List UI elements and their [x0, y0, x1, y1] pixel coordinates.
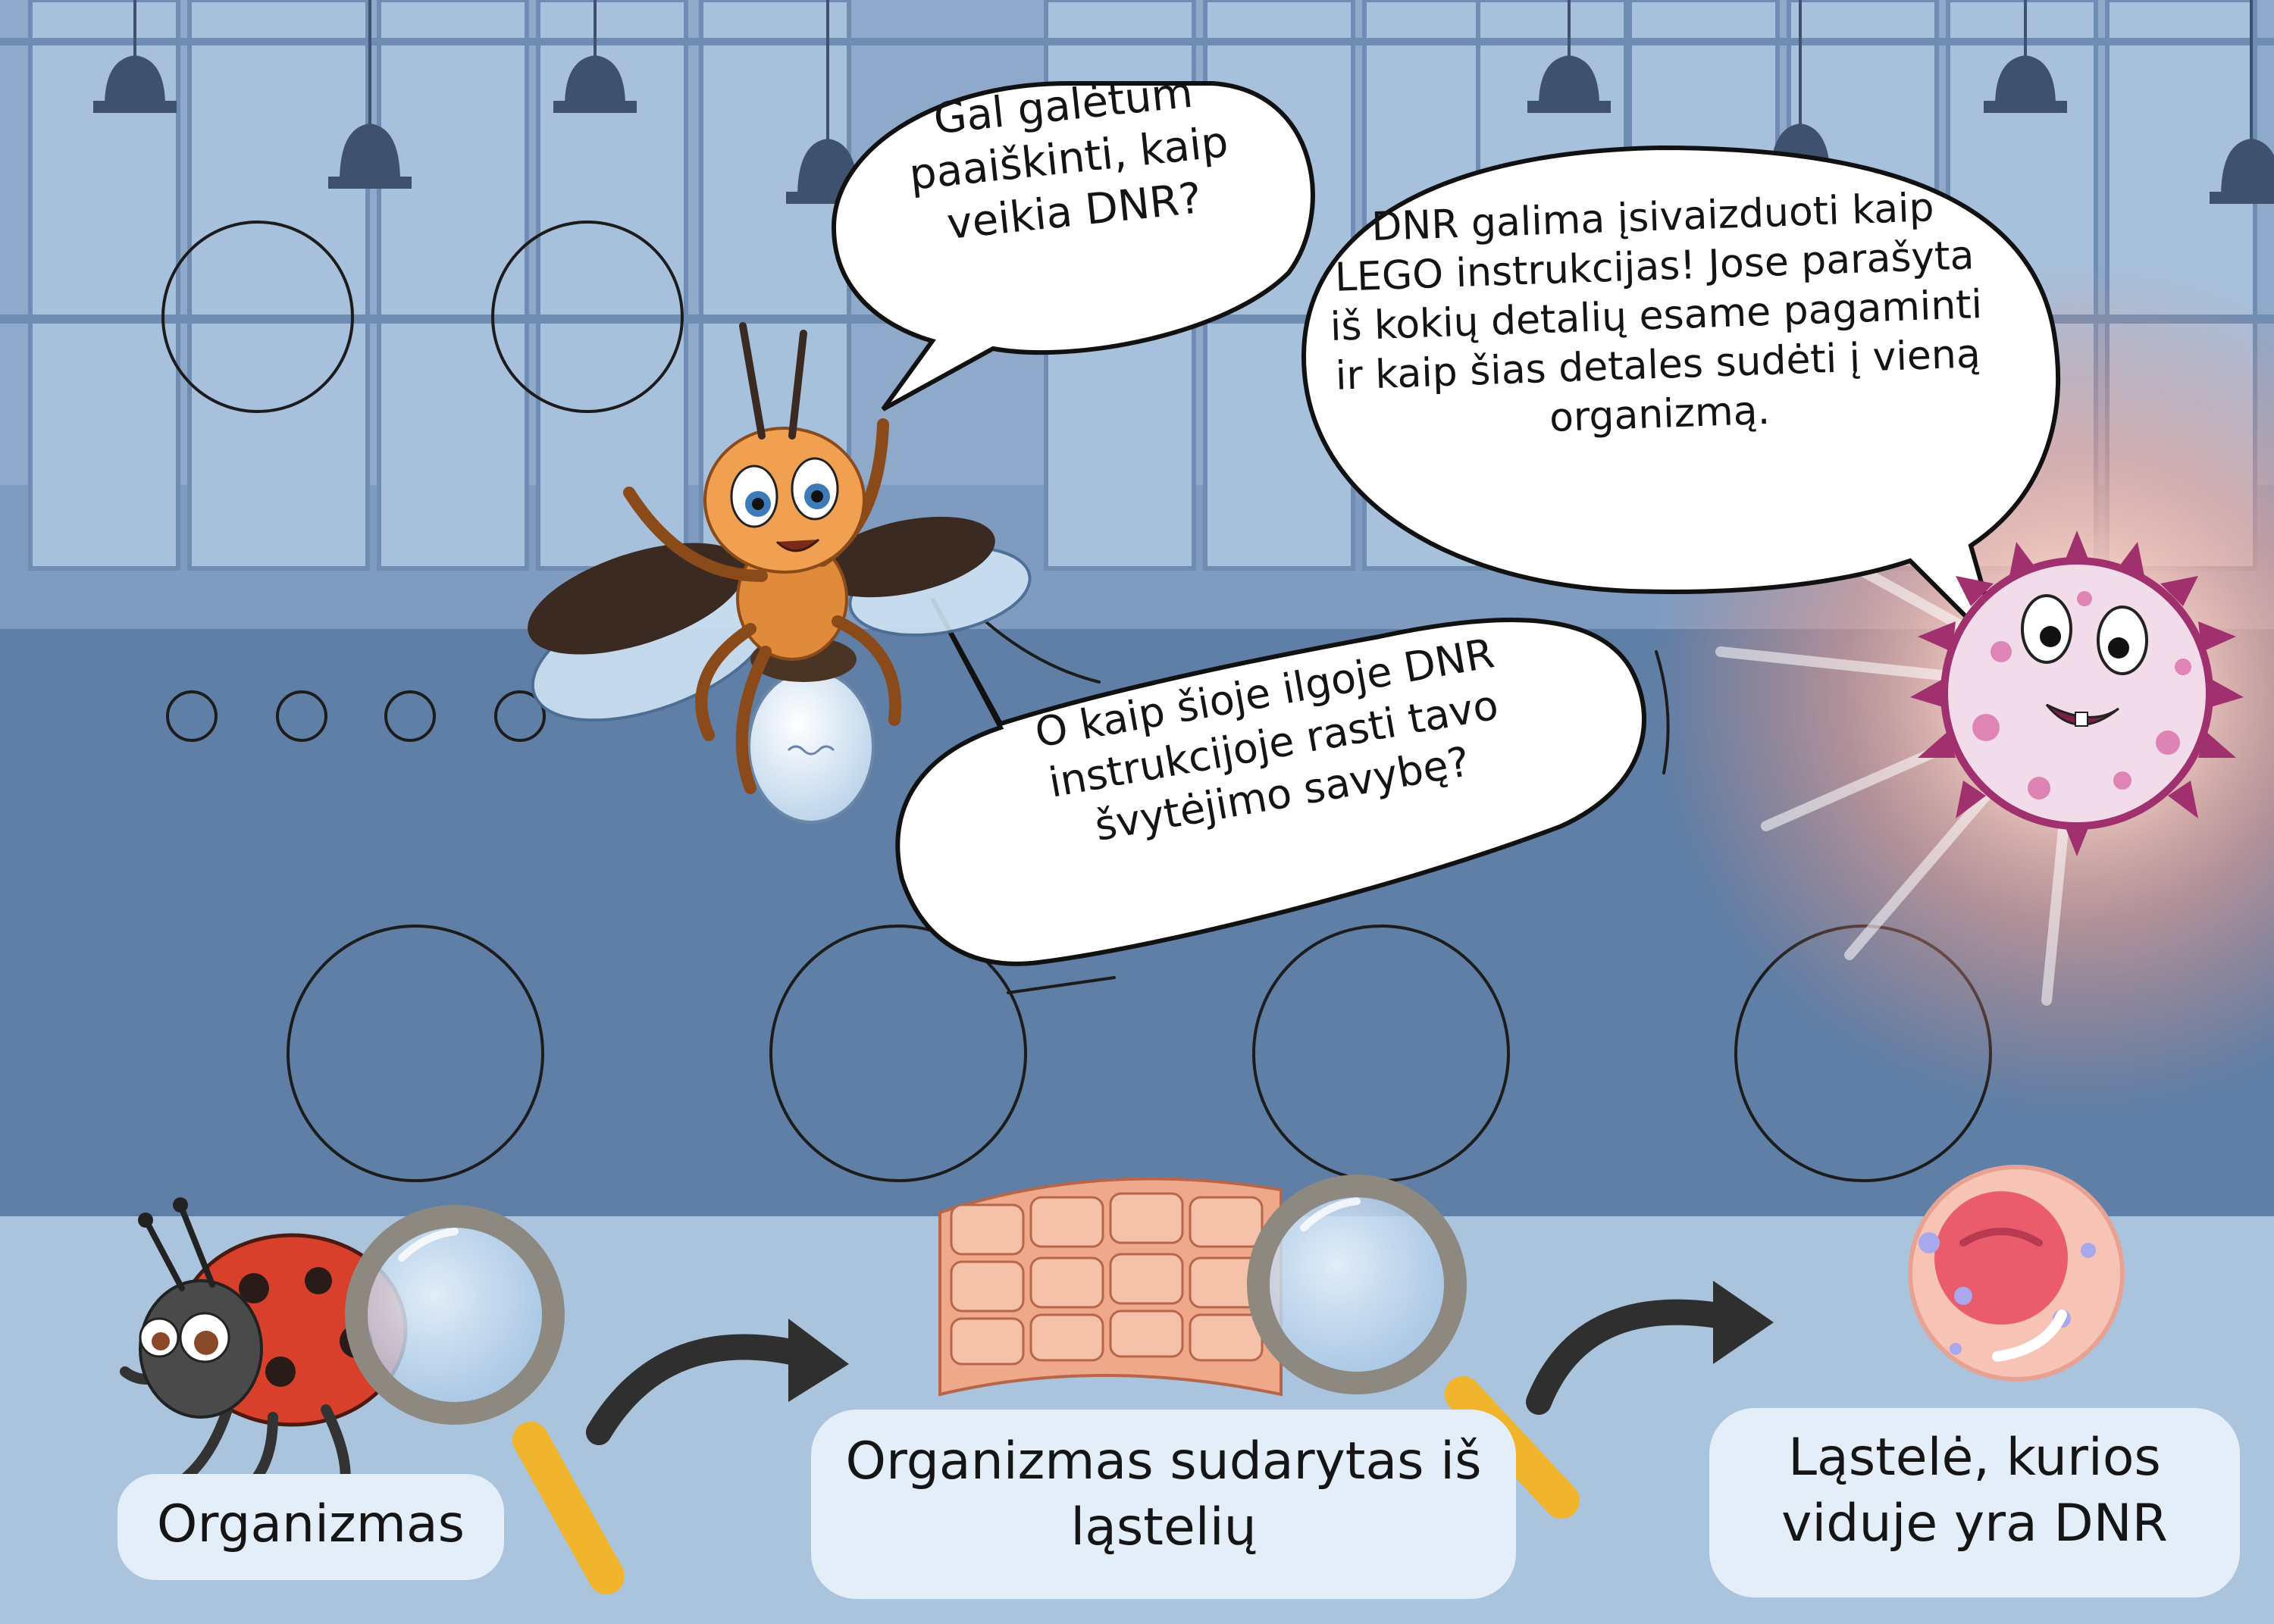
arrow-organism-to-tissue	[586, 1319, 849, 1445]
caption-tissue: Organizmas sudarytas iš ląstelių	[845, 1432, 1482, 1558]
caption-cell: Ląstelė, kurios viduje yra DNR	[1781, 1428, 2168, 1554]
magnifier-left	[345, 1205, 625, 1594]
speech-bubble-followup	[895, 597, 1646, 966]
cell-character	[1910, 530, 2244, 856]
caption-organism: Organizmas	[156, 1494, 465, 1554]
arrow-tissue-to-cell	[1526, 1281, 1774, 1415]
caption-box-cell	[1709, 1408, 2240, 1597]
ladybug-character	[120, 1197, 408, 1491]
caption-box-organism	[117, 1474, 504, 1580]
ceiling-lamps	[93, 0, 2274, 204]
cell-drawing	[1908, 1165, 2125, 1381]
motion-lines	[984, 620, 1670, 994]
cell-answer-text: DNR galima įsivaizduoti kaip LEGO instru…	[1329, 185, 1984, 441]
firefly-bulb	[747, 669, 875, 824]
firefly-character	[528, 322, 1032, 824]
caption-box-tissue	[811, 1410, 1516, 1599]
speech-bubble-answer	[1301, 145, 2061, 660]
speech-bubble-question	[831, 81, 1315, 411]
decorative-circles	[161, 221, 1992, 1182]
tissue-block	[938, 1177, 1283, 1397]
